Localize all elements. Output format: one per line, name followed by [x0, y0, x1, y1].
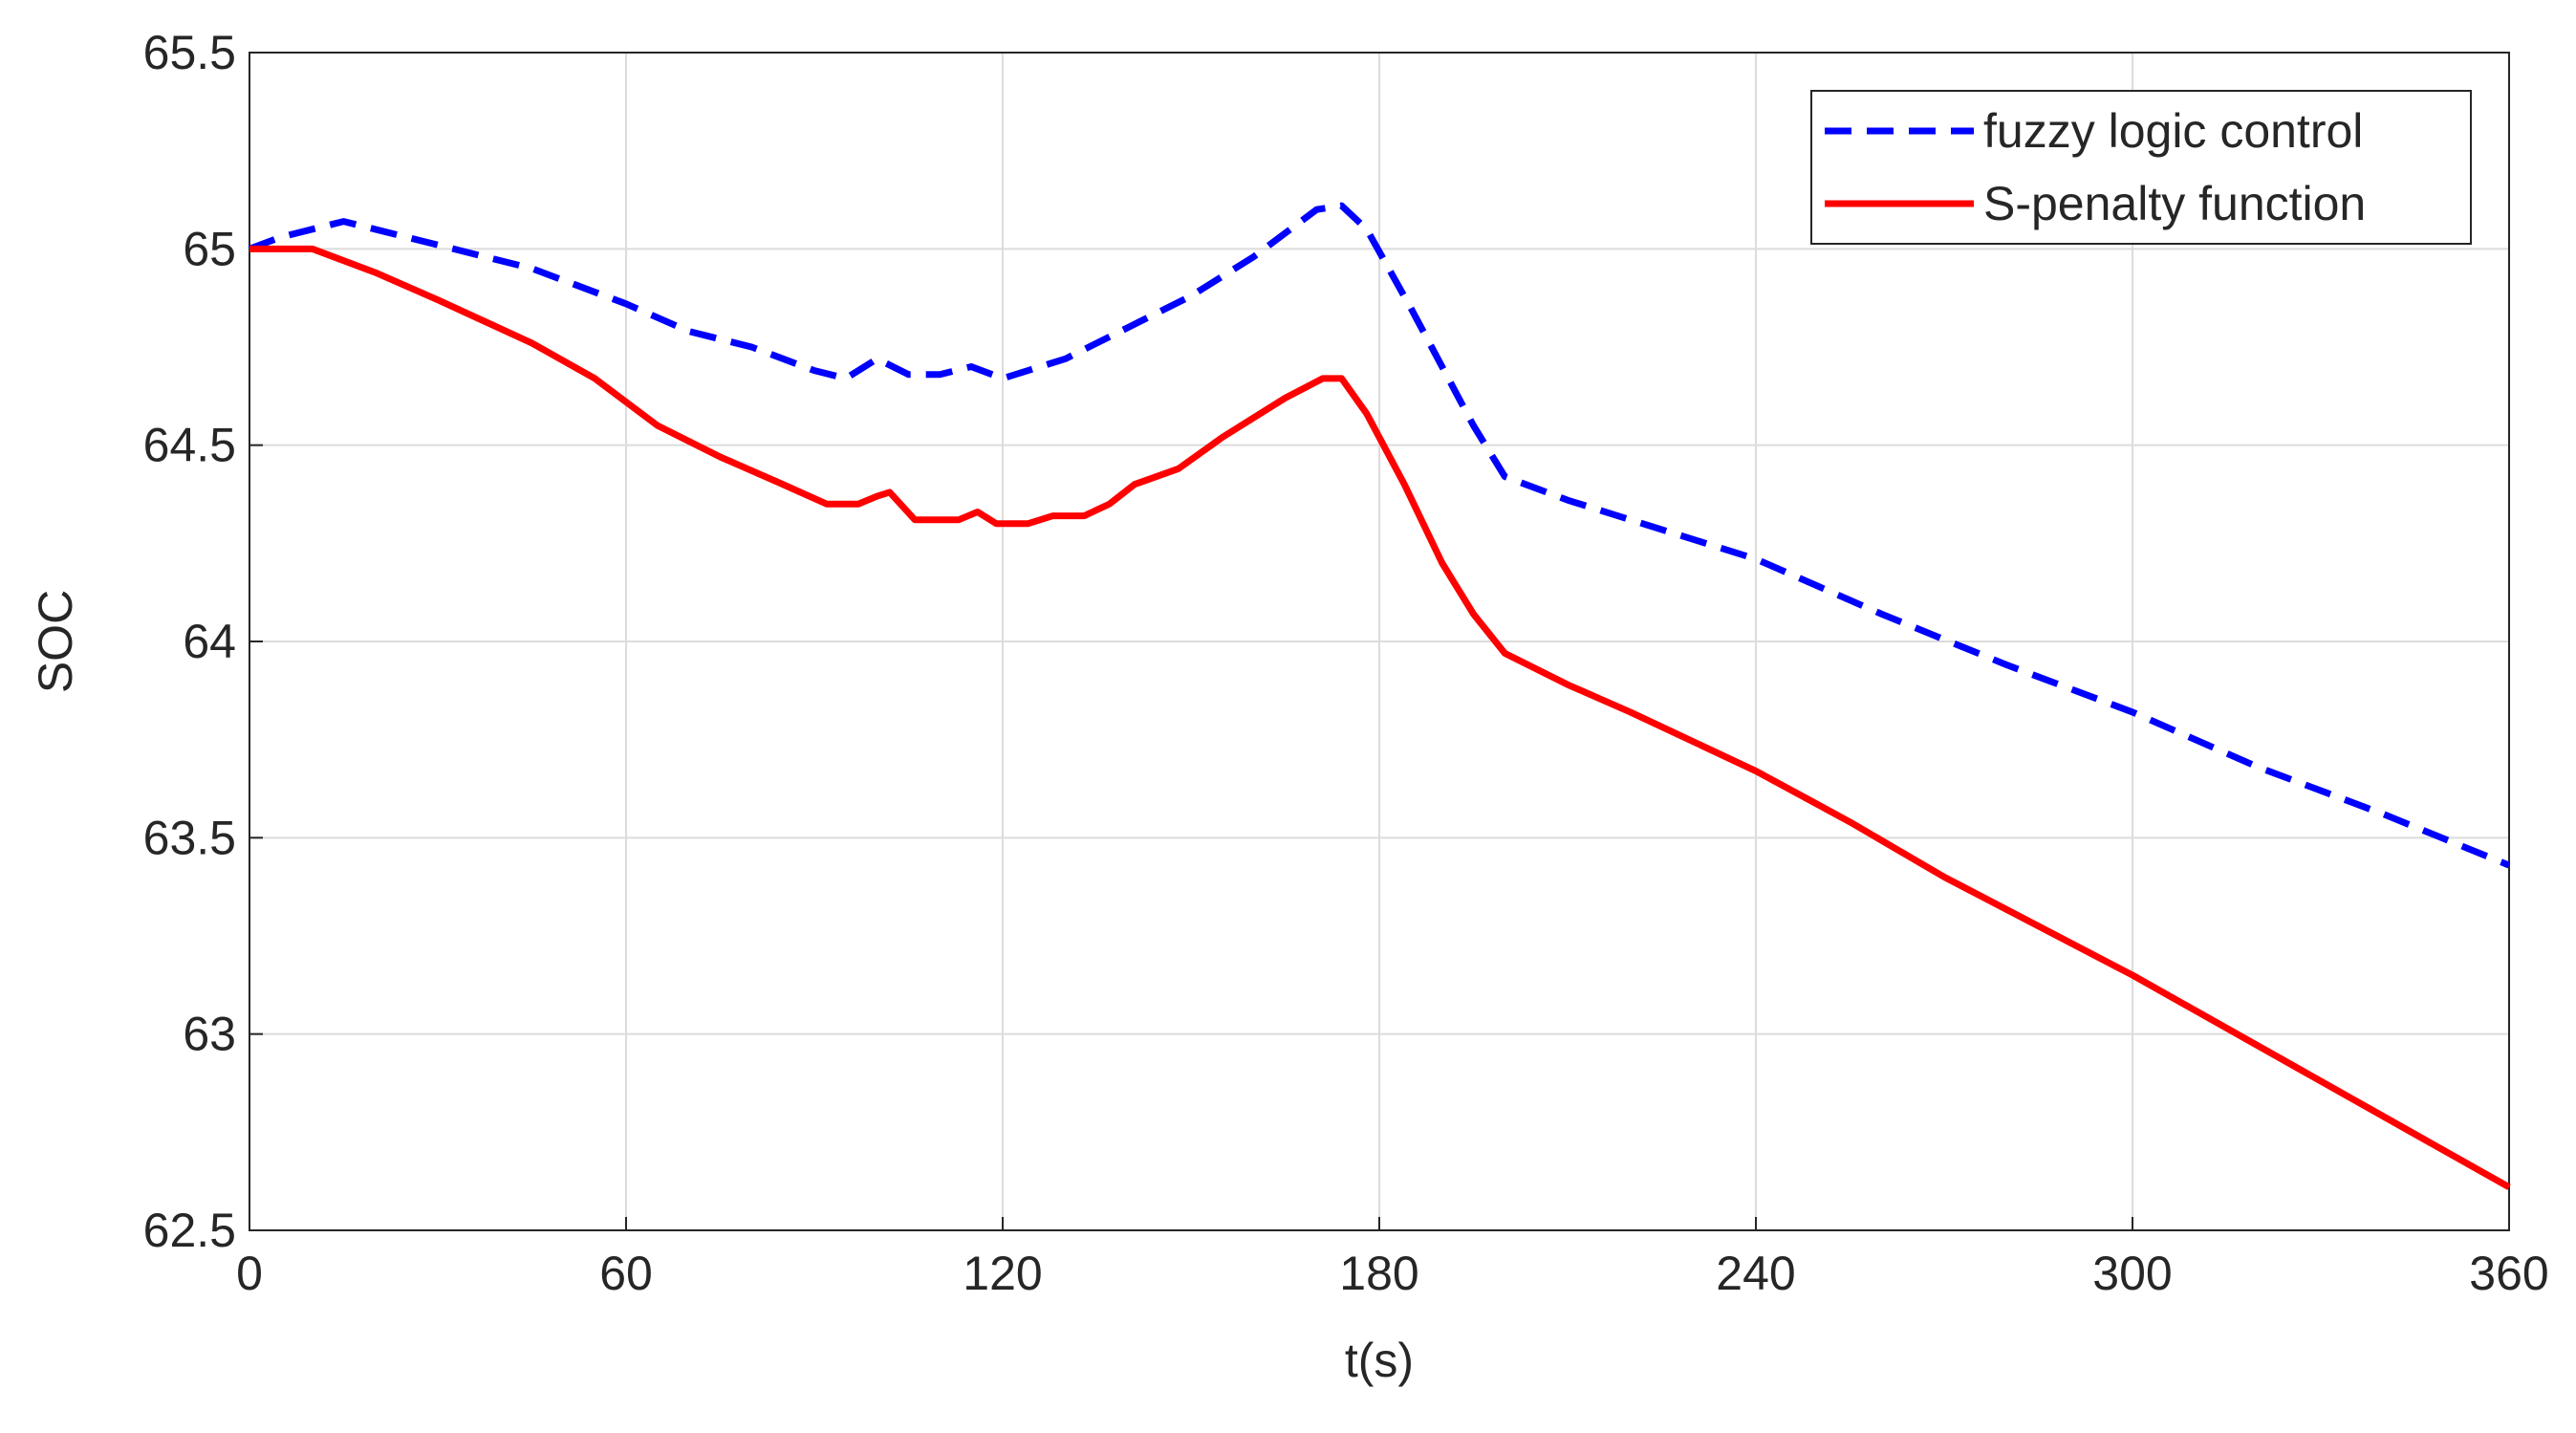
x-tick-label: 120 — [963, 1247, 1042, 1300]
x-tick-label: 60 — [599, 1247, 653, 1300]
y-tick-label: 65.5 — [143, 26, 236, 79]
y-tick-label: 64.5 — [143, 419, 236, 472]
x-tick-label: 360 — [2469, 1247, 2548, 1300]
y-tick-label: 65 — [183, 222, 236, 275]
legend-label: fuzzy logic control — [1983, 104, 2363, 158]
y-tick-label: 63 — [183, 1008, 236, 1061]
legend-label: S-penalty function — [1983, 177, 2366, 230]
legend-box — [1810, 90, 2472, 245]
legend: fuzzy logic control S-penalty function — [1810, 90, 2472, 245]
y-axis-label: SOC — [29, 590, 82, 693]
y-tick-label: 64 — [183, 615, 236, 668]
plot-frame — [249, 52, 2510, 1231]
x-tick-label: 300 — [2092, 1247, 2172, 1300]
y-tick-label: 63.5 — [143, 811, 236, 864]
x-tick-label: 180 — [1339, 1247, 1418, 1300]
series-line — [248, 202, 2511, 869]
x-axis-label: t(s) — [1345, 1334, 1414, 1387]
series-line — [249, 245, 2511, 1190]
x-tick-label: 0 — [236, 1247, 263, 1300]
x-tick-label: 240 — [1716, 1247, 1795, 1300]
y-tick-label: 62.5 — [143, 1204, 236, 1257]
